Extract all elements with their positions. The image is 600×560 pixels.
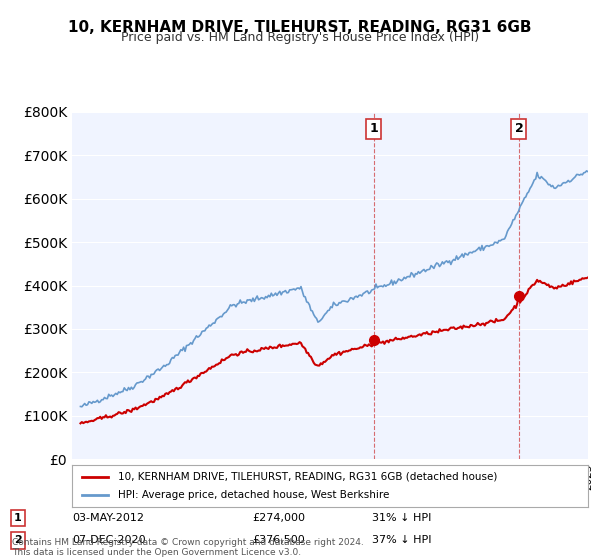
Text: Price paid vs. HM Land Registry's House Price Index (HPI): Price paid vs. HM Land Registry's House … (121, 31, 479, 44)
Text: HPI: Average price, detached house, West Berkshire: HPI: Average price, detached house, West… (118, 490, 390, 500)
Text: 2: 2 (14, 535, 22, 545)
Text: 37% ↓ HPI: 37% ↓ HPI (372, 535, 431, 545)
Text: 10, KERNHAM DRIVE, TILEHURST, READING, RG31 6GB: 10, KERNHAM DRIVE, TILEHURST, READING, R… (68, 20, 532, 35)
Text: Contains HM Land Registry data © Crown copyright and database right 2024.
This d: Contains HM Land Registry data © Crown c… (12, 538, 364, 557)
Text: 1: 1 (14, 513, 22, 523)
Text: 1: 1 (370, 123, 379, 136)
Text: 03-MAY-2012: 03-MAY-2012 (72, 513, 144, 523)
Text: £376,500: £376,500 (252, 535, 305, 545)
Text: 10, KERNHAM DRIVE, TILEHURST, READING, RG31 6GB (detached house): 10, KERNHAM DRIVE, TILEHURST, READING, R… (118, 472, 498, 482)
Text: 2: 2 (515, 123, 523, 136)
Text: 31% ↓ HPI: 31% ↓ HPI (372, 513, 431, 523)
Text: £274,000: £274,000 (252, 513, 305, 523)
Text: 07-DEC-2020: 07-DEC-2020 (72, 535, 146, 545)
